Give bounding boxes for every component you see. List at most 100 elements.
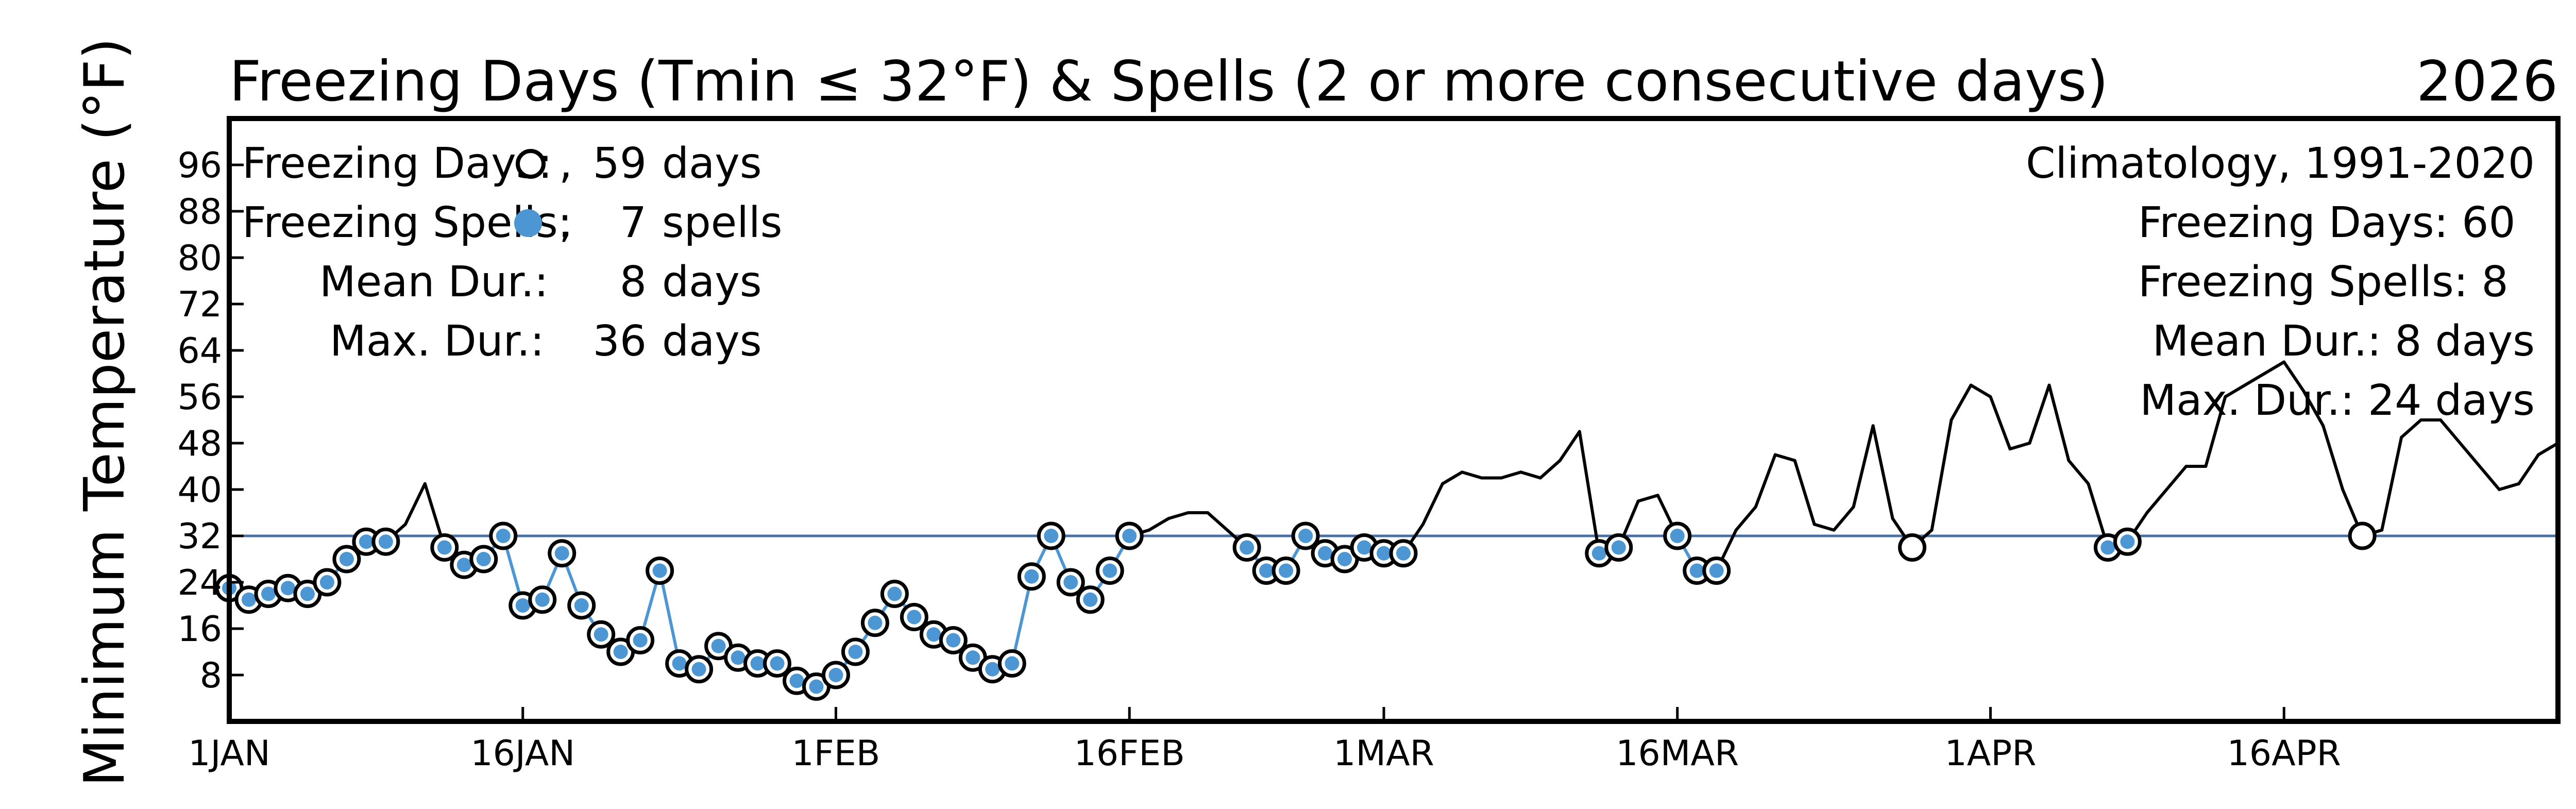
temperature-line-segment — [2282, 360, 2306, 393]
stat-days-comma: , — [559, 139, 572, 188]
freezing-day-marker — [2348, 521, 2377, 550]
temperature-line-segment — [1519, 470, 1542, 480]
freezing-spell-marker — [1689, 563, 1704, 578]
y-tick-label: 8 — [200, 655, 222, 696]
y-tick-label: 56 — [177, 377, 222, 418]
freezing-spell-marker — [789, 673, 804, 688]
temperature-line-segment — [403, 482, 427, 526]
freezing-spell-marker — [437, 540, 452, 555]
freezing-spell-marker — [711, 638, 726, 653]
freezing-spell-marker — [848, 645, 863, 659]
open-circle-legend-icon — [516, 149, 546, 179]
temperature-line-segment — [2008, 442, 2031, 451]
stat-days-label: Freezing Days: — [242, 139, 552, 188]
temperature-line-segment — [1421, 482, 1444, 526]
stat-max-label: Max. Dur.: — [330, 317, 545, 366]
temperature-line-segment — [2243, 372, 2266, 387]
stat-mean-value: 8 — [620, 258, 647, 307]
y-tick-label: 80 — [177, 238, 222, 279]
stat-mean-label: Mean Dur.: — [319, 258, 548, 307]
temperature-line-segment — [2517, 453, 2540, 485]
freezing-spell-marker — [613, 645, 628, 659]
temperature-line-segment — [2302, 389, 2325, 428]
temperature-line-segment — [2067, 459, 2090, 485]
temperature-line-segment — [1538, 459, 1562, 480]
temperature-line-segment — [1793, 459, 1816, 526]
climatology-mean: Mean Dur.: 8 days — [2153, 317, 2535, 366]
temperature-line-segment — [2145, 488, 2168, 514]
stat-days-unit: days — [662, 139, 762, 188]
freezing-spell-marker — [1709, 563, 1724, 578]
y-tick-label: 40 — [177, 470, 222, 511]
y-tick-label: 96 — [177, 145, 222, 186]
stat-max-value: 36 — [593, 317, 647, 366]
freezing-spell-marker — [1259, 563, 1274, 578]
x-tick-label: 16JAN — [470, 733, 575, 774]
temperature-line-segment — [1832, 505, 1855, 532]
freezing-spell-marker — [378, 534, 393, 549]
stat-spells-unit: spells — [662, 198, 783, 247]
temperature-line-segment — [1636, 494, 1659, 503]
freezing-spell-marker — [1396, 546, 1411, 561]
freezing-spell-marker — [515, 598, 530, 613]
y-axis-label: Minimum Temperature (°F) — [73, 38, 137, 787]
freezing-spell-marker — [946, 633, 961, 648]
climatology-title: Climatology, 1991-2020 — [2026, 139, 2535, 188]
freezing-spell-marker — [1670, 529, 1685, 543]
y-tick-label: 88 — [177, 192, 222, 232]
freezing-spell-marker — [1611, 540, 1626, 555]
temperature-line-segment — [2400, 418, 2423, 439]
temperature-line-segment — [2165, 465, 2188, 491]
y-tick-label: 24 — [177, 563, 222, 603]
temperature-line-segment — [1773, 453, 1797, 462]
temperature-line-segment — [2321, 424, 2345, 491]
freezing-spell-marker — [985, 662, 1000, 677]
temperature-line-segment — [2028, 383, 2051, 445]
y-tick-label: 72 — [177, 284, 222, 325]
freezing-spell-marker — [926, 627, 941, 642]
freezing-spell-marker — [907, 610, 922, 625]
temperature-line-segment — [1460, 470, 1483, 480]
freezing-spell-marker — [241, 592, 256, 607]
temperature-line-segment — [2498, 482, 2521, 491]
freezing-spell-marker — [1357, 540, 1372, 555]
temperature-line-segment — [1167, 511, 1190, 520]
plot-area: 8 16 24 32 40 48 56 64 72 80 88 96 1JAN 16JAN 1FEB 16FE… — [177, 116, 2561, 774]
temperature-line-segment — [2047, 383, 2071, 462]
freezing-spell-marker — [1024, 569, 1039, 584]
freezing-spell-marker — [1122, 529, 1137, 543]
temperature-line-segment — [2224, 383, 2247, 398]
climatology-spells: Freezing Spells: 8 — [2138, 258, 2509, 307]
freezing-spell-marker — [554, 546, 569, 561]
freezing-spell-marker — [652, 563, 667, 578]
y-tick-label: 48 — [177, 424, 222, 464]
x-tick-label: 1FEB — [791, 733, 880, 774]
freezing-spell-marker — [672, 656, 687, 671]
temperature-line-segment — [1950, 383, 1973, 422]
freezing-spell-marker — [633, 633, 648, 648]
freezing-spell-marker — [750, 656, 765, 671]
temperature-line-segment — [1754, 453, 1777, 509]
stat-spells-value: 7 — [620, 198, 647, 247]
freezing-spell-marker — [280, 581, 295, 596]
x-tick-label: 1JAN — [188, 733, 270, 774]
freezing-spell-marker — [594, 627, 608, 642]
temperature-line-segment — [1440, 470, 1464, 485]
legend-stats: Freezing Days: , 59 days Freezing Spells… — [242, 139, 783, 366]
freezing-spell-marker — [319, 575, 334, 589]
year-label: 2026 — [2416, 49, 2558, 114]
freezing-spell-marker — [809, 679, 824, 694]
freezing-spell-marker — [770, 656, 785, 671]
x-tick-label: 16MAR — [1616, 733, 1739, 774]
freezing-spell-marker — [476, 552, 491, 566]
x-tick-label: 16FEB — [1074, 733, 1185, 774]
freezing-spell-marker — [1298, 529, 1313, 543]
freezing-spell-marker — [1240, 540, 1255, 555]
temperature-line-segment — [1499, 470, 1522, 480]
filled-circle-legend-icon — [514, 209, 542, 237]
freezing-spell-marker — [1337, 552, 1352, 566]
temperature-line-segment — [1558, 430, 1581, 462]
temperature-line-segment — [2439, 418, 2462, 445]
freezing-spell-marker — [887, 586, 902, 601]
temperature-line-segment — [2380, 435, 2403, 532]
